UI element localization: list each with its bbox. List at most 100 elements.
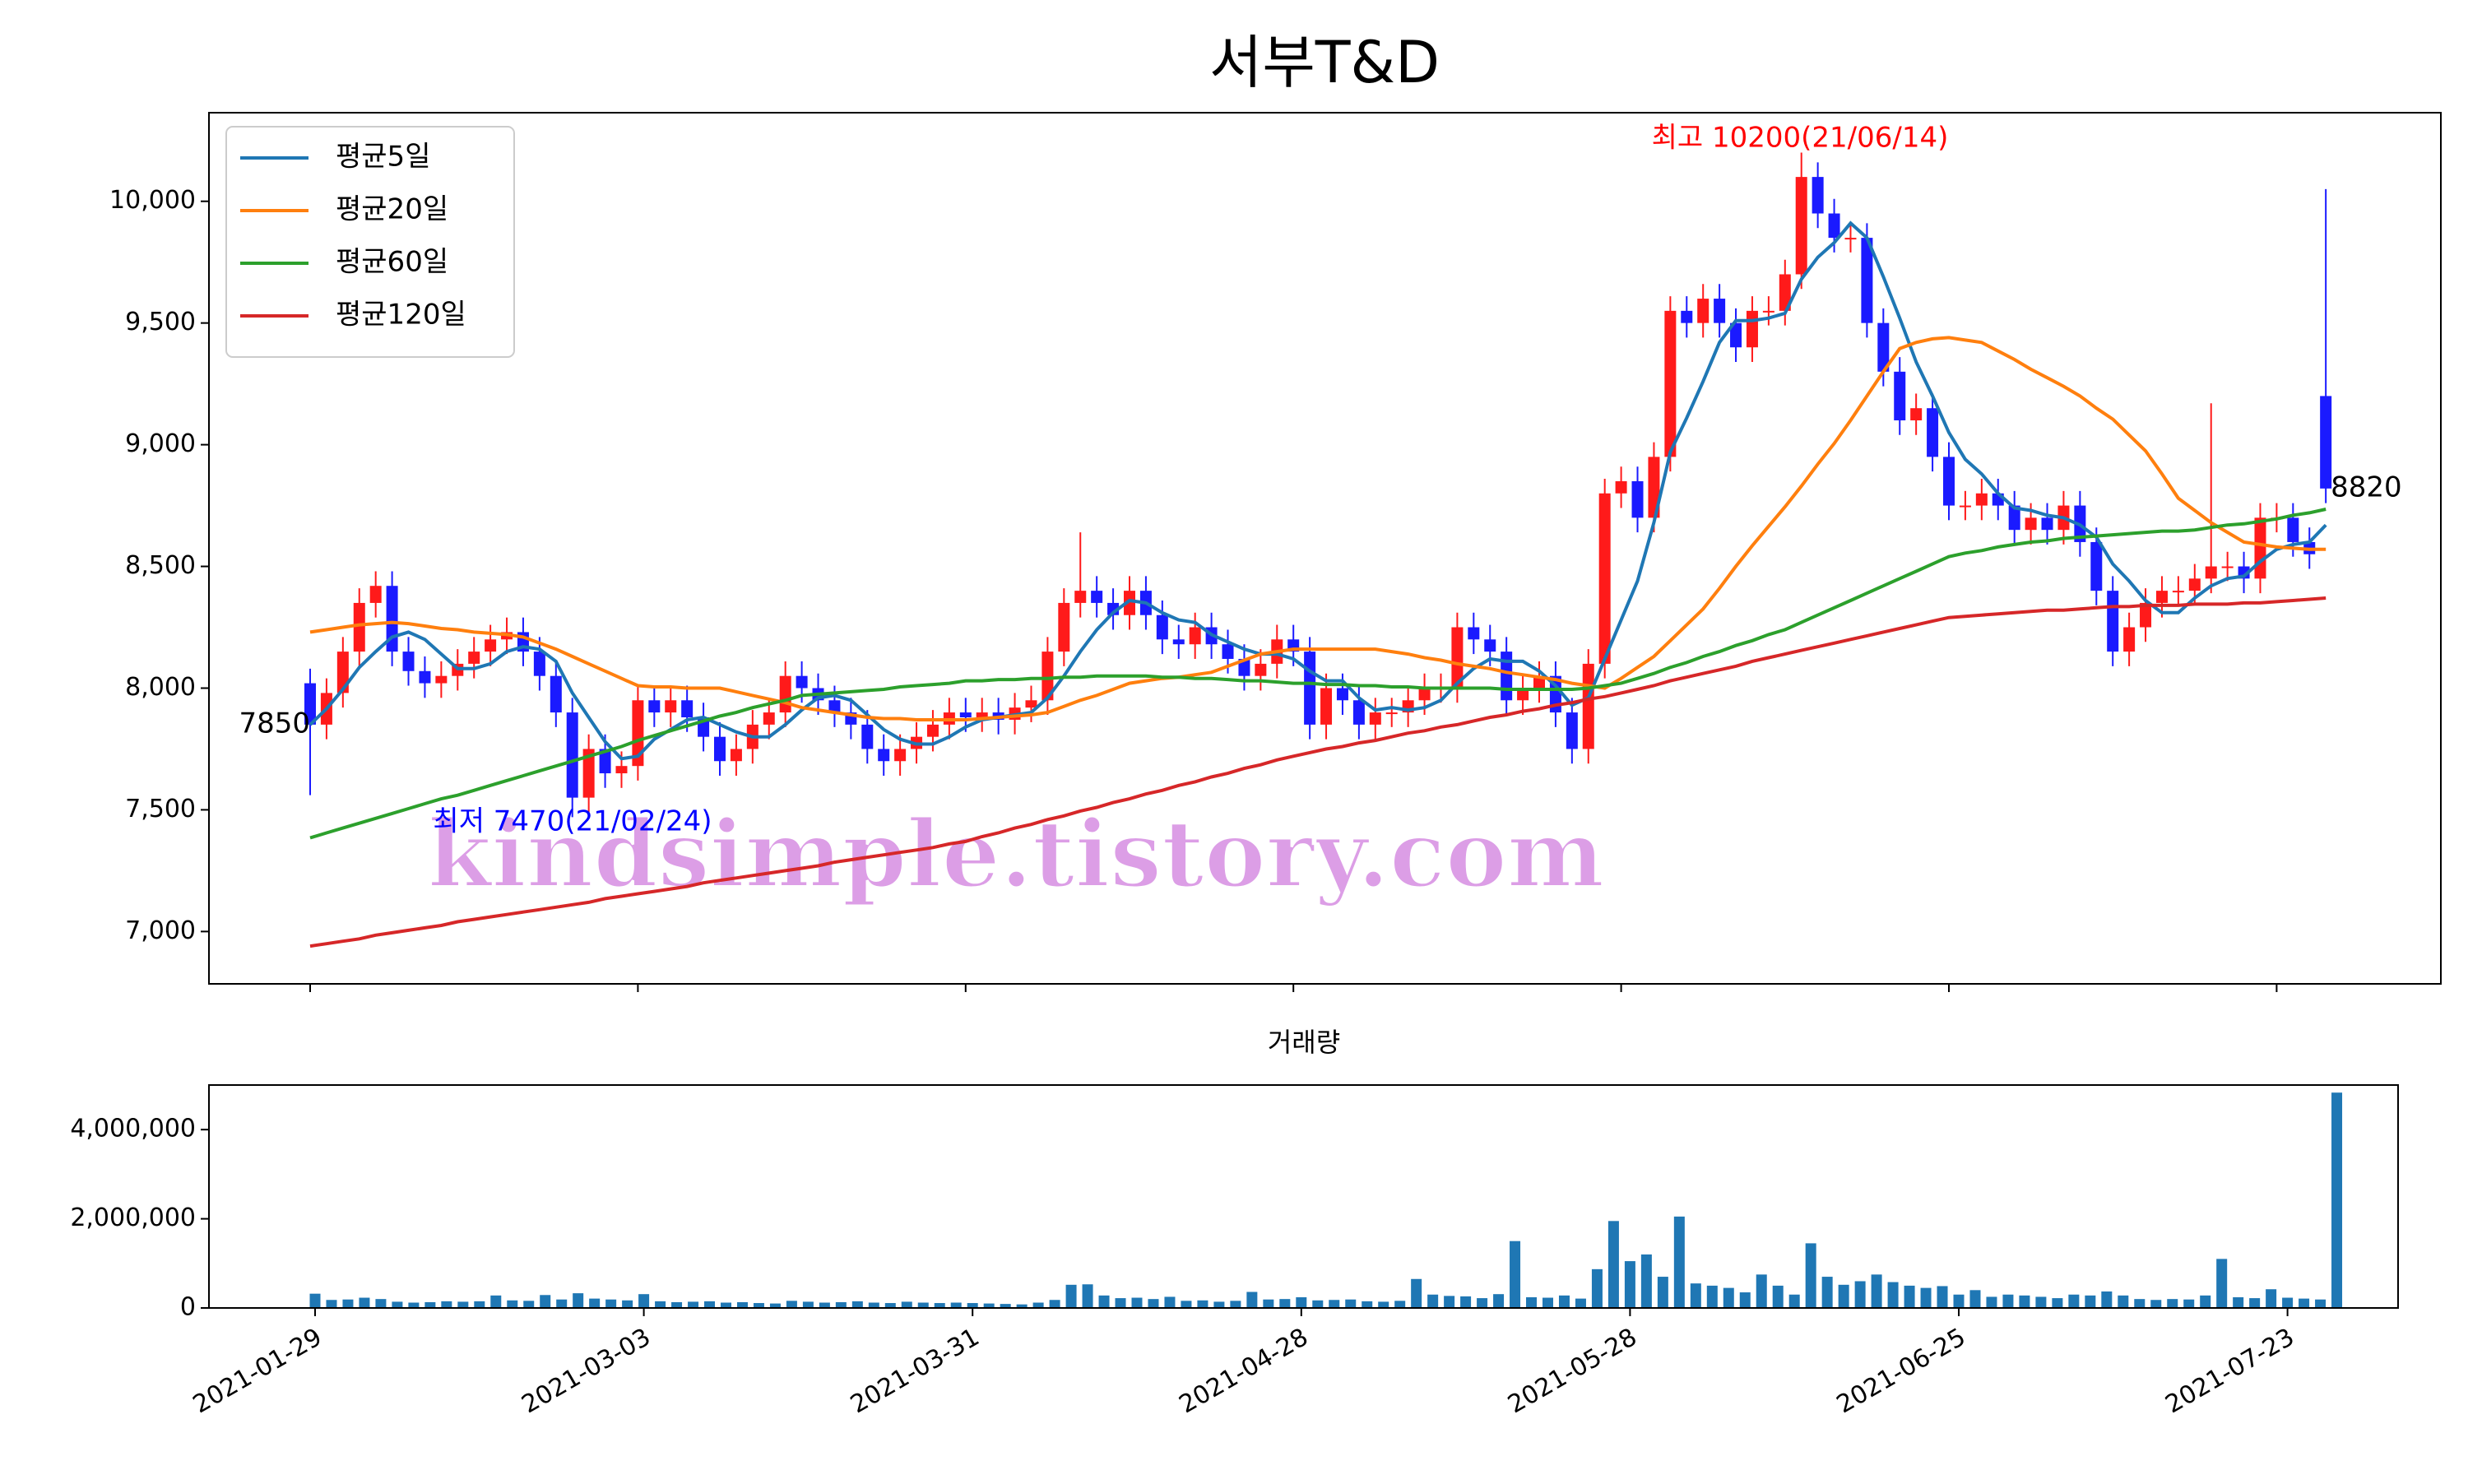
y-tick-label: 9,500 (125, 308, 196, 336)
candle-body (648, 700, 661, 713)
volume-bar (1394, 1301, 1406, 1308)
volume-bar (2315, 1299, 2327, 1308)
candle-body (1074, 591, 1087, 603)
volume-bar (1427, 1294, 1439, 1308)
candle-body (1598, 493, 1611, 664)
candle-body (1025, 700, 1037, 708)
volume-bar (950, 1302, 962, 1308)
volume-bar (523, 1301, 535, 1308)
volume-bar (868, 1302, 879, 1308)
candle-body (1730, 322, 1742, 348)
volume-bar (934, 1303, 945, 1308)
candle-body (665, 700, 677, 713)
volume-bar (1279, 1299, 1291, 1308)
volume-bar (1706, 1285, 1718, 1308)
volume-bar (1181, 1301, 1192, 1308)
candle-body (582, 749, 595, 798)
volume-bar (1312, 1300, 1324, 1308)
candle-body (779, 675, 791, 713)
candle-body (976, 712, 988, 717)
candle-body (926, 724, 939, 737)
volume-bar (540, 1295, 551, 1308)
volume-bar (441, 1301, 452, 1308)
candle-body (1238, 658, 1250, 676)
candle-body (1762, 310, 1774, 313)
volume-bar (2150, 1300, 2162, 1308)
candle-body (1894, 371, 1906, 421)
price-axes: 7,000 7,500 8,000 8,500 9,000 9,500 10,000 kind… (109, 122, 2402, 992)
volume-bar (2118, 1295, 2129, 1308)
candle-body (1189, 627, 1201, 645)
candle-body (1156, 614, 1168, 640)
volume-bar (1986, 1296, 1997, 1308)
candle-body (1975, 493, 1988, 506)
volume-bar (1756, 1274, 1767, 1308)
volume-bar (884, 1303, 896, 1308)
volume-bar (753, 1303, 764, 1308)
candle-body (714, 736, 726, 762)
candle-body (894, 749, 907, 762)
candle-body (1566, 712, 1578, 749)
volume-bar (408, 1302, 420, 1308)
volume-bar (1526, 1296, 1538, 1308)
candle-body (730, 749, 742, 762)
volume-bar (490, 1295, 502, 1308)
volume-title: 거래량 (1268, 1027, 1340, 1058)
candle-body (435, 675, 448, 684)
candle-body (1746, 310, 1758, 348)
candle-body (1124, 591, 1135, 615)
candle-body (861, 724, 874, 749)
volume-bar (573, 1293, 584, 1308)
y-tick-label: 8,000 (125, 673, 196, 702)
candle-body (1681, 310, 1693, 323)
volume-bar (1329, 1300, 1340, 1308)
volume-bar (1904, 1285, 1915, 1308)
volume-bar (835, 1301, 847, 1308)
volume-bar (1460, 1296, 1472, 1308)
volume-bar (1640, 1254, 1652, 1308)
volume-bar (1624, 1261, 1635, 1308)
candle-body (1812, 177, 1824, 214)
volume-bar (589, 1298, 601, 1308)
y-tick-label: 10,000 (109, 186, 196, 215)
candle-body (369, 586, 382, 603)
volume-bar (1953, 1294, 1965, 1308)
volume-bar (1739, 1292, 1751, 1308)
y-tick-label: 7,500 (125, 795, 196, 823)
candle-body (1664, 310, 1677, 457)
candle-body (1582, 663, 1594, 749)
volume-bar (2266, 1289, 2277, 1308)
volume-bar (721, 1302, 731, 1308)
volume-bar (2249, 1298, 2261, 1308)
volume-bar (1937, 1286, 1948, 1308)
annotation: 7850 (239, 707, 310, 740)
volume-bar (983, 1303, 995, 1308)
candle-body (959, 712, 972, 717)
candle-body (1172, 639, 1185, 645)
candle-body (1468, 627, 1480, 640)
candle-body (1385, 712, 1398, 715)
volume-bar (1065, 1284, 1077, 1308)
candle-body (1222, 644, 1234, 659)
volume-bar (556, 1299, 568, 1308)
candle-body (2090, 541, 2103, 591)
y-tick-label: 2,000,000 (70, 1203, 196, 1232)
volume-bar (2002, 1294, 2014, 1308)
volume-bar (2052, 1298, 2063, 1308)
volume-bar (1772, 1285, 1784, 1308)
volume-bar (1362, 1301, 1373, 1308)
volume-bar (1723, 1287, 1734, 1308)
volume-bar (424, 1301, 436, 1308)
candle-body (1631, 480, 1644, 518)
volume-bar (1887, 1282, 1899, 1308)
volume-bar (2233, 1296, 2244, 1308)
candle-body (2287, 517, 2299, 542)
volume-bar (786, 1301, 797, 1308)
candle-body (1910, 408, 1923, 421)
candle-body (796, 675, 808, 689)
volume-bar (1838, 1284, 1849, 1308)
candle-body (1369, 712, 1381, 725)
candle-body (1927, 408, 1939, 457)
candle-body (2008, 505, 2020, 531)
